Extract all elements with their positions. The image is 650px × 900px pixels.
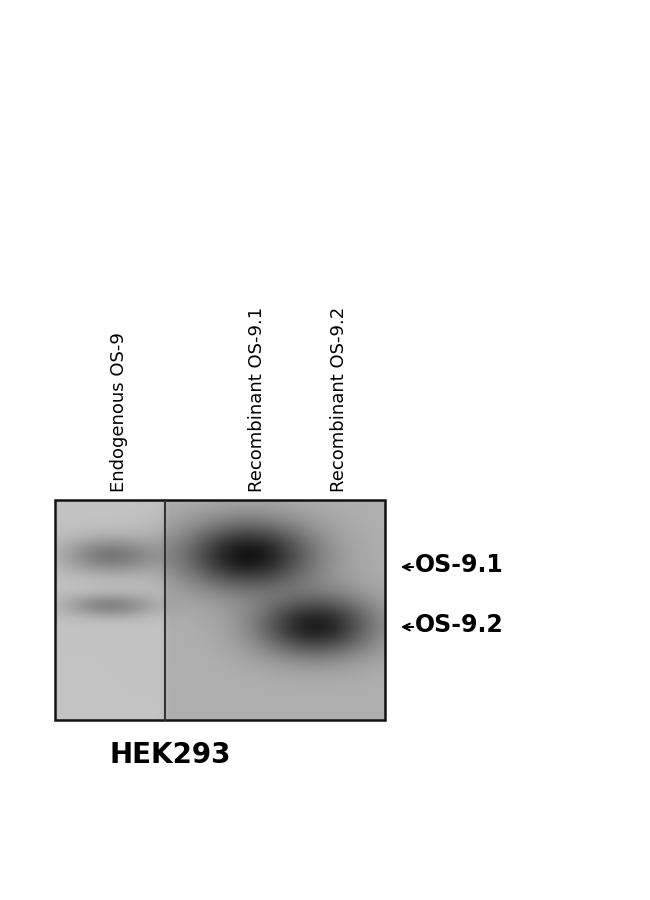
Text: Endogenous OS-9: Endogenous OS-9 xyxy=(110,332,128,492)
Text: OS-9.1: OS-9.1 xyxy=(415,553,504,577)
Text: Recombinant OS-9.1: Recombinant OS-9.1 xyxy=(248,307,266,492)
Text: HEK293: HEK293 xyxy=(109,741,231,769)
Bar xyxy=(55,500,385,720)
Text: Recombinant OS-9.2: Recombinant OS-9.2 xyxy=(330,307,348,492)
Text: OS-9.2: OS-9.2 xyxy=(415,613,504,637)
